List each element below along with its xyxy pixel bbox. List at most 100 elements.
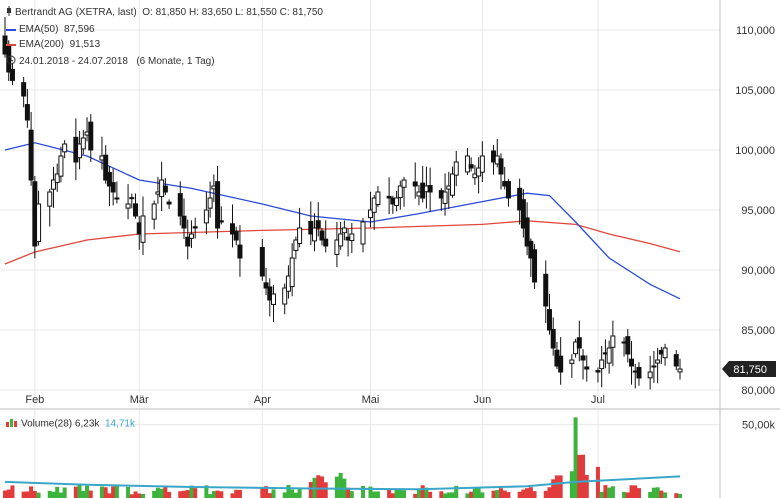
ohlc-values: O: 81,850 H: 83,650 L: 81,550 C: 81,750 (142, 7, 323, 19)
candle-body (636, 366, 642, 379)
candle-body (427, 185, 433, 193)
last-price-badge: 81,750 (722, 361, 776, 377)
volume-bars (3, 417, 682, 498)
candle-body (181, 215, 187, 229)
volume-bar (308, 481, 313, 498)
volume-bar (528, 487, 533, 498)
candle-body (323, 238, 329, 247)
volume-bar (73, 486, 78, 498)
candle-body (360, 221, 366, 245)
volume-bar (10, 485, 15, 498)
candle-body (606, 347, 612, 364)
volume-bar (413, 493, 418, 498)
ema50-line (4, 142, 681, 300)
candle-body (655, 359, 661, 364)
candle-body (140, 215, 146, 243)
ema50-swatch-icon (6, 24, 16, 35)
volume-bar (155, 487, 160, 498)
volume-bar (491, 490, 496, 498)
volume-bar (394, 489, 399, 498)
volume-bar (237, 489, 242, 498)
volume-bar (584, 475, 589, 498)
volume-bar (543, 490, 548, 498)
ema200-label: EMA(200) (19, 39, 65, 51)
volume-bar (21, 491, 26, 498)
volume-bar (525, 488, 530, 498)
candle-body (125, 203, 131, 209)
candle-body (386, 195, 392, 199)
candle-body (88, 121, 94, 151)
volume-bar (607, 487, 612, 498)
volume-bar (622, 491, 627, 498)
last-price-badge-label: 81,750 (733, 364, 767, 376)
candle-body (162, 185, 168, 193)
volume-tick-label: 50,00k (742, 420, 776, 432)
ema50-value: 87,596 (64, 24, 95, 36)
candle-body (229, 223, 235, 235)
candle-body (546, 309, 552, 331)
candle-body (610, 335, 616, 348)
volume-bar (140, 493, 145, 498)
candle-body (543, 273, 549, 307)
candle-body (375, 191, 381, 206)
candle-body (263, 282, 269, 289)
candle-body (532, 249, 538, 283)
candle-body (401, 179, 407, 188)
range-description: (6 Monate, 1 Tag) (136, 56, 215, 68)
candle-body (397, 185, 403, 199)
volume-bar (390, 493, 395, 498)
candle-body (192, 226, 198, 229)
volume-bar (159, 488, 164, 498)
volume-bar (517, 491, 522, 498)
candle-body (580, 355, 586, 361)
candle-body (651, 365, 657, 368)
price-tick-label: 90,000 (741, 265, 775, 277)
month-label: Apr (254, 394, 271, 406)
volume-bar (182, 490, 187, 498)
ema-lines (4, 142, 681, 491)
month-label: Jun (473, 394, 491, 406)
volume-bar (581, 454, 586, 498)
volume-bar (293, 492, 298, 498)
volume-bar (114, 484, 119, 498)
price-tick-label: 80,000 (741, 385, 775, 397)
volume-bar (264, 486, 269, 498)
volume-bar (424, 487, 429, 498)
candle-body (293, 239, 299, 251)
volume-bar (230, 493, 235, 498)
volume-avg-value: 14,71k (104, 418, 135, 430)
volume-bar (554, 475, 559, 498)
volume-bar (32, 490, 37, 498)
volume-bar (133, 491, 138, 498)
volume-bar (215, 490, 220, 498)
volume-bar (334, 476, 339, 498)
ema200-swatch-icon (6, 39, 16, 50)
volume-bar (163, 486, 168, 498)
candle-body (50, 179, 56, 190)
volume-bar (88, 490, 93, 498)
grid (0, 0, 720, 498)
price-tick-label: 110,000 (736, 25, 775, 37)
candle-body (237, 244, 243, 259)
volume-bar (629, 485, 634, 498)
volume-bar (361, 486, 366, 498)
candle-body (129, 197, 135, 200)
volume-bar (469, 491, 474, 498)
candle-body (312, 227, 318, 242)
candle-body (267, 286, 273, 301)
volume-bar (439, 491, 444, 498)
volume-average-line (4, 475, 681, 491)
candle-body (58, 155, 64, 177)
candle-body (677, 368, 683, 373)
volume-bar (599, 491, 604, 498)
candle-body (103, 154, 109, 181)
volume-bar (633, 485, 638, 498)
candle-body (9, 68, 15, 81)
volume-bar (286, 485, 291, 498)
candle-body (524, 217, 530, 247)
volume-bar (126, 486, 131, 498)
volume-bar (103, 487, 108, 498)
month-label: Mai (362, 394, 380, 406)
volume-bar (260, 488, 265, 498)
